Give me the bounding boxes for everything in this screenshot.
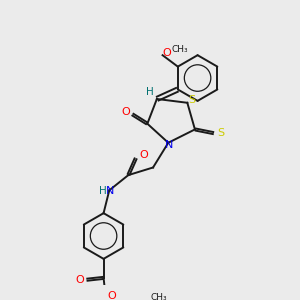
Text: O: O <box>108 291 116 300</box>
Text: H: H <box>99 186 106 196</box>
Text: O: O <box>75 275 84 285</box>
Text: O: O <box>121 107 130 117</box>
Text: S: S <box>217 128 224 138</box>
Text: N: N <box>165 140 173 150</box>
Text: CH₃: CH₃ <box>151 293 167 300</box>
Text: O: O <box>139 150 148 160</box>
Text: N: N <box>106 186 114 196</box>
Text: O: O <box>162 48 171 58</box>
Text: H: H <box>146 87 154 97</box>
Text: CH₃: CH₃ <box>171 45 188 54</box>
Text: S: S <box>188 95 196 105</box>
